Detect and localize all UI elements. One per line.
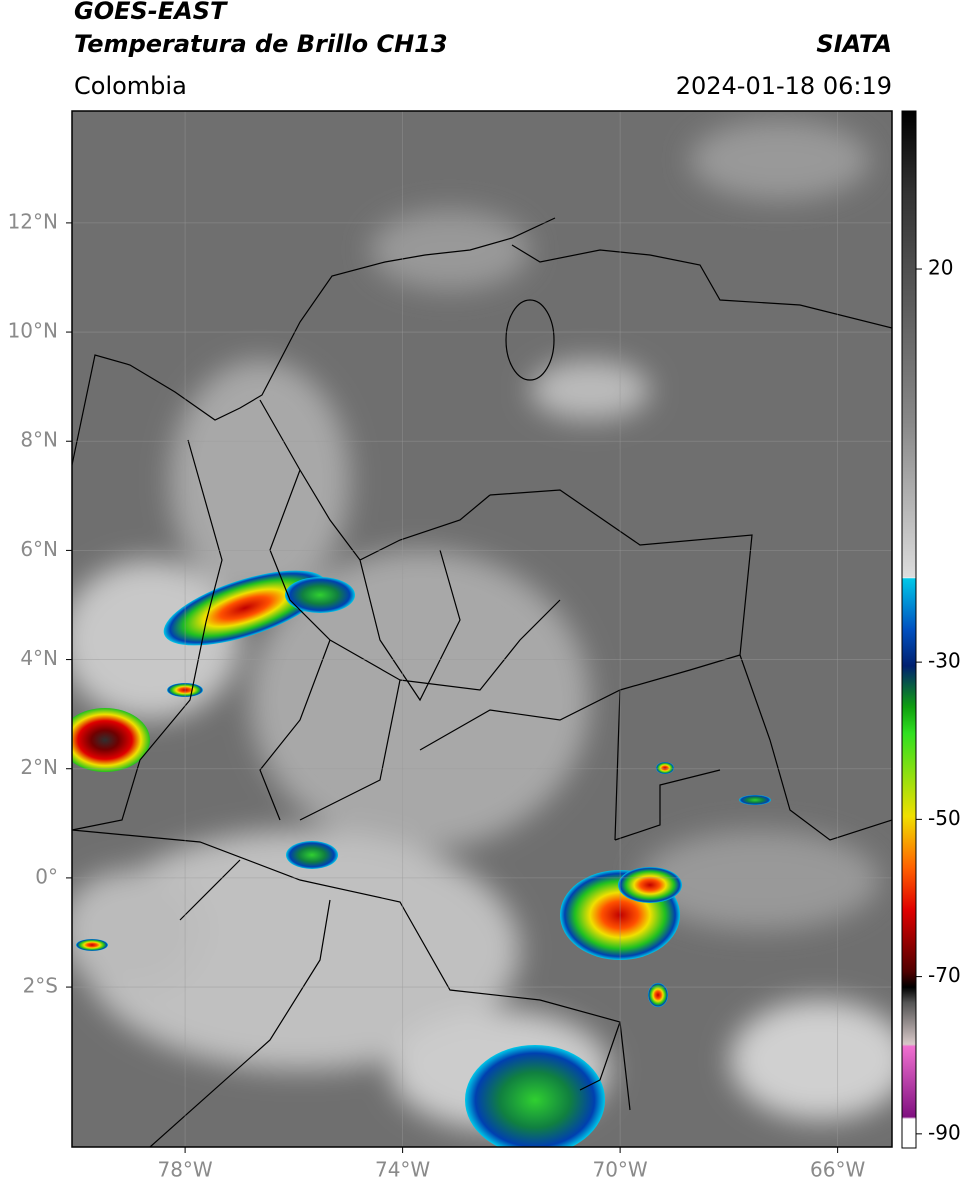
colorbar-tick-label: -90 xyxy=(928,1120,961,1144)
title: GOES-EAST xyxy=(74,0,228,25)
x-tick-label: 66°W xyxy=(810,1158,865,1182)
datetime: 2024-01-18 06:19 xyxy=(676,72,892,100)
region: Colombia xyxy=(74,72,187,100)
y-tick-label: 6°N xyxy=(20,537,58,561)
x-tick-label: 70°W xyxy=(592,1158,647,1182)
grid xyxy=(72,111,892,1147)
colorbar xyxy=(901,110,917,1149)
x-tick-label: 74°W xyxy=(375,1158,430,1182)
y-tick-label: 12°N xyxy=(8,209,58,233)
colorbar-tick-label: -70 xyxy=(928,963,961,987)
y-tick-label: 10°N xyxy=(8,319,58,343)
y-tick-label: 2°N xyxy=(20,755,58,779)
map-image xyxy=(72,111,892,1147)
subtitle: Temperatura de Brillo CH13 xyxy=(74,30,448,58)
colorbar-tick-label: 20 xyxy=(928,256,953,280)
colorbar-tick-label: -30 xyxy=(928,649,961,673)
y-tick-label: 4°N xyxy=(20,646,58,670)
x-tick-label: 78°W xyxy=(157,1158,212,1182)
map-frame xyxy=(71,110,893,1148)
source: SIATA xyxy=(816,30,892,58)
y-tick-label: 8°N xyxy=(20,428,58,452)
y-tick-label: 0° xyxy=(35,864,58,888)
colorbar-tick-label: -50 xyxy=(928,806,961,830)
y-tick-label: 2°S xyxy=(23,974,58,998)
